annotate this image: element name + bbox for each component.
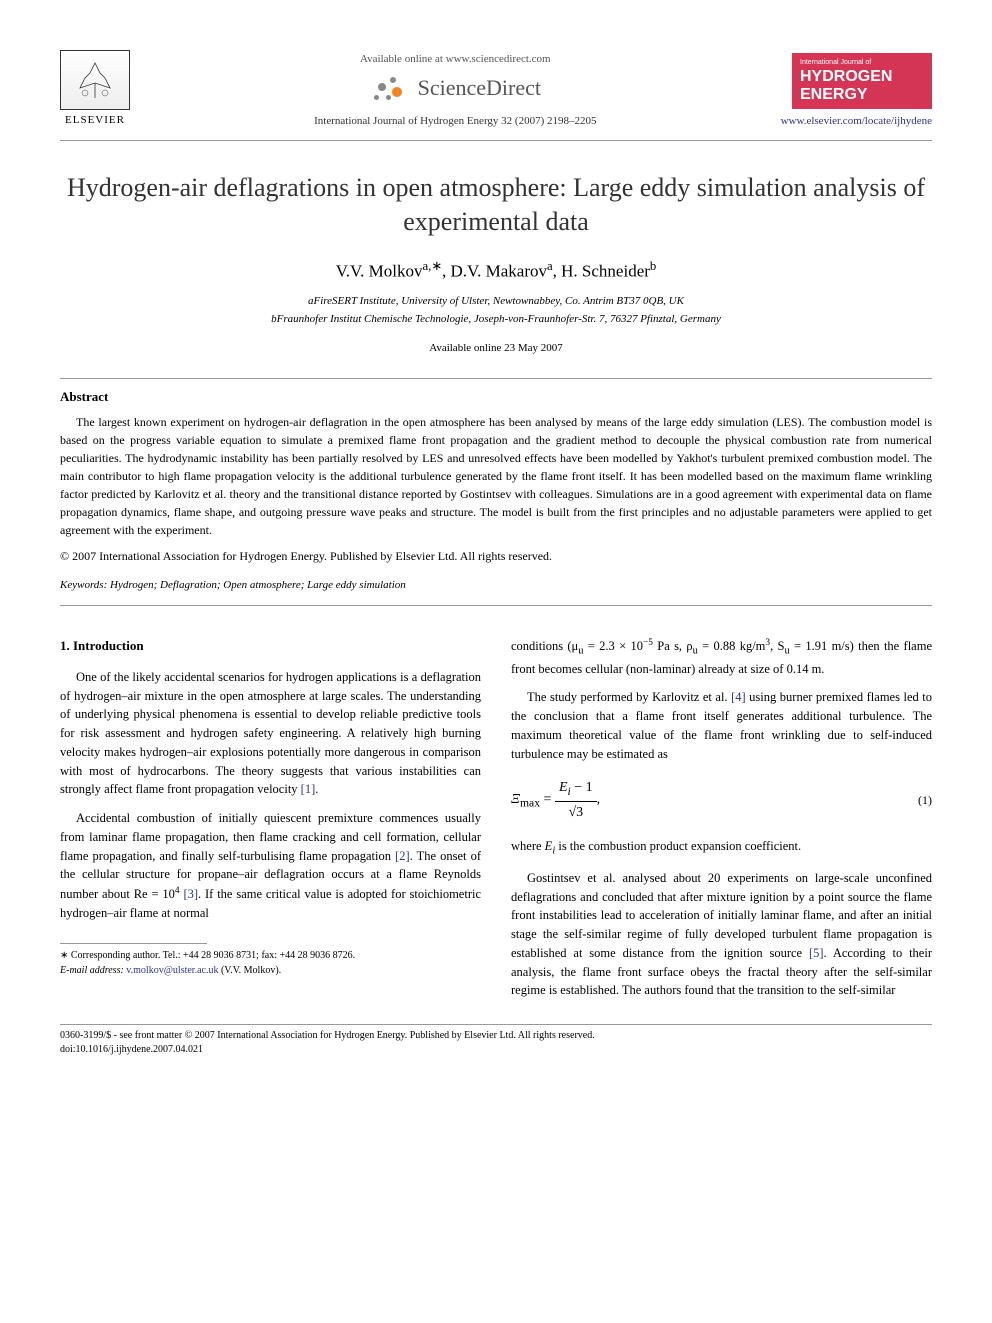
article-title: Hydrogen-air deflagrations in open atmos… [60, 171, 932, 239]
author-3-sup: b [650, 259, 656, 273]
footer-line1: 0360-3199/$ - see front matter © 2007 In… [60, 1029, 932, 1043]
author-3: , H. Schneider [553, 261, 650, 280]
col2-p4: Gostintsev et al. analysed about 20 expe… [511, 869, 932, 1000]
abstract-body: The largest known experiment on hydrogen… [60, 415, 932, 537]
footer-line2: doi:10.1016/j.ijhydene.2007.04.021 [60, 1043, 932, 1057]
hydrogen-small-label: International Journal of [800, 59, 924, 67]
hydrogen-line2: ENERGY [800, 86, 868, 103]
corresponding-line1: ∗ Corresponding author. Tel.: +44 28 903… [60, 948, 481, 963]
elsevier-label: ELSEVIER [60, 114, 130, 126]
author-1: V.V. Molkov [336, 261, 423, 280]
author-1-sup: a,∗ [422, 259, 442, 273]
two-column-body: 1. Introduction One of the likely accide… [60, 636, 932, 1010]
intro-heading: 1. Introduction [60, 636, 481, 656]
sd-dots-icon [370, 73, 410, 103]
c2p1d: = 0.88 kg/m [698, 640, 766, 654]
ref-2-link[interactable]: [2] [395, 849, 410, 863]
c2p1b: = 2.3 × 10 [583, 640, 643, 654]
email-link[interactable]: v.molkov@ulster.ac.uk [126, 965, 218, 976]
intro-p2-sup: 4 [175, 886, 180, 896]
right-column: conditions (μu = 2.3 × 10−5 Pa s, ρu = 0… [511, 636, 932, 1010]
c2p1a: conditions (μ [511, 640, 578, 654]
col2-p3: where Ei is the combustion product expan… [511, 837, 932, 859]
elsevier-logo: ELSEVIER [60, 50, 130, 130]
abstract-copyright: © 2007 International Association for Hyd… [60, 547, 932, 565]
equation-expression: Ξmax = Ei − 1√3, [511, 777, 600, 822]
email-label: E-mail address: [60, 965, 126, 976]
keywords-text: Hydrogen; Deflagration; Open atmosphere;… [107, 579, 405, 591]
sciencedirect-text: ScienceDirect [418, 75, 541, 101]
header-divider [60, 140, 932, 141]
corresponding-author: ∗ Corresponding author. Tel.: +44 28 903… [60, 948, 481, 978]
equation-number: (1) [918, 791, 932, 809]
eq-numerator: Ei − 1 [555, 777, 597, 801]
col2-p2: The study performed by Karlovitz et al. … [511, 688, 932, 763]
footer-divider [60, 1024, 932, 1025]
ref-3-link[interactable]: [3] [183, 887, 198, 901]
abstract-heading: Abstract [60, 389, 932, 405]
eq-denominator: √3 [555, 802, 597, 823]
c2p2a: The study performed by Karlovitz et al. [527, 690, 731, 704]
c2p1e: , S [770, 640, 784, 654]
hydrogen-logo: International Journal of HYDROGEN ENERGY [792, 53, 932, 110]
c2p1c: Pa s, ρ [653, 640, 693, 654]
intro-p1: One of the likely accidental scenarios f… [60, 668, 481, 799]
abstract-bottom-divider [60, 605, 932, 606]
intro-p1-end: . [315, 782, 318, 796]
ref-5-link[interactable]: [5] [809, 946, 824, 960]
eq-sub: max [520, 797, 540, 810]
corresponding-divider [60, 943, 207, 944]
affiliation-a: aFireSERT Institute, University of Ulste… [60, 293, 932, 311]
email-after: (V.V. Molkov). [218, 965, 281, 976]
corresponding-email-line: E-mail address: v.molkov@ulster.ac.uk (V… [60, 963, 481, 978]
header-row: ELSEVIER Available online at www.science… [60, 50, 932, 130]
abstract-top-divider [60, 378, 932, 379]
eq-equals: = [540, 792, 555, 807]
affiliation-b: bFraunhofer Institut Chemische Technolog… [60, 311, 932, 329]
eq-fraction: Ei − 1√3 [555, 777, 597, 822]
col2-p1: conditions (μu = 2.3 × 10−5 Pa s, ρu = 0… [511, 636, 932, 678]
journal-url-link[interactable]: www.elsevier.com/locate/ijhydene [781, 115, 932, 127]
hydrogen-journal-box: International Journal of HYDROGEN ENERGY… [781, 53, 932, 128]
c2p3-text: where Ei is the combustion product expan… [511, 839, 801, 853]
author-2: , D.V. Makarov [442, 261, 547, 280]
intro-p1-text: One of the likely accidental scenarios f… [60, 670, 481, 797]
eq-lhs: Ξ [511, 792, 520, 807]
ref-1-link[interactable]: [1] [301, 782, 316, 796]
hydrogen-line1: HYDROGEN [800, 68, 892, 85]
keywords-line: Keywords: Hydrogen; Deflagration; Open a… [60, 579, 932, 591]
affiliations: aFireSERT Institute, University of Ulste… [60, 293, 932, 328]
intro-p2: Accidental combustion of initially quies… [60, 809, 481, 923]
keywords-label: Keywords: [60, 579, 107, 591]
footer: 0360-3199/$ - see front matter © 2007 In… [60, 1029, 932, 1057]
eq-comma: , [597, 792, 601, 807]
sciencedirect-logo: ScienceDirect [130, 73, 781, 103]
authors-line: V.V. Molkova,∗, D.V. Makarova, H. Schnei… [60, 259, 932, 282]
center-header: Available online at www.sciencedirect.co… [130, 53, 781, 127]
journal-citation: International Journal of Hydrogen Energy… [130, 115, 781, 127]
available-online-date: Available online 23 May 2007 [60, 342, 932, 354]
left-column: 1. Introduction One of the likely accide… [60, 636, 481, 1010]
equation-1: Ξmax = Ei − 1√3, (1) [511, 777, 932, 822]
c2p1sup: −5 [643, 638, 653, 648]
available-online-text: Available online at www.sciencedirect.co… [130, 53, 781, 65]
ref-4-link[interactable]: [4] [731, 690, 746, 704]
elsevier-tree-icon [60, 50, 130, 110]
abstract-text: The largest known experiment on hydrogen… [60, 413, 932, 539]
